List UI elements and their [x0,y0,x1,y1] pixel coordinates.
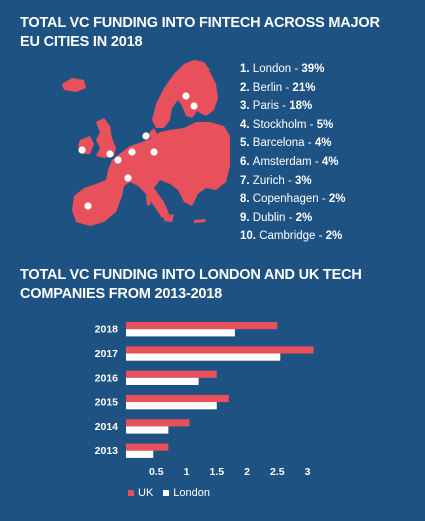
city-item: 5. Barcelona - 4% [240,134,346,153]
city-name: Stockholm - [252,118,317,131]
x-tick-label: 3 [305,466,311,478]
legend-swatch-london [163,490,170,496]
y-tick-label: 2016 [95,372,119,384]
london-marker [106,150,114,158]
bar-uk [126,419,190,427]
city-rank: 6. [240,155,253,168]
map-mainland [72,122,230,226]
city-share: 2% [295,211,313,224]
bar-london [126,450,154,458]
city-share: 21% [292,81,316,94]
paris-marker [114,156,122,164]
city-name: Berlin - [252,81,293,94]
cambridge-marker [182,92,190,100]
berlin-marker [150,148,158,156]
city-item: 6. Amsterdam - 4% [240,153,346,172]
map-sicily [164,214,174,222]
y-tick-label: 2015 [95,397,119,409]
x-tick-label: 1 [184,466,190,478]
city-rank: 1. [240,63,253,75]
city-item: 3. Paris - 18% [240,97,346,116]
city-share: 3% [294,174,312,187]
bar-london [126,402,217,410]
city-rank: 3. [240,100,253,113]
bar-uk [126,394,229,403]
city-item: 9. Dublin - 2% [240,209,346,228]
city-item: 4. Stockholm - 5% [240,116,346,135]
zurich-marker [124,174,132,182]
legend-item-london: London [163,487,210,499]
city-share: 2% [325,230,343,243]
bar-uk [126,370,217,378]
x-tick-label: 0.5 [149,466,164,478]
city-name: Barcelona - [252,137,315,150]
bar-london [126,377,199,385]
map-crete [194,219,206,223]
city-item: 1. London - 39% [240,60,346,79]
city-name: London - [252,63,302,75]
y-tick-label: 2013 [95,445,119,457]
map-finland [192,70,218,116]
city-markers [78,92,198,210]
city-share: 39% [301,63,325,75]
city-name: Zurich - [252,174,295,187]
map-chart-title: TOTAL VC FUNDING INTO FINTECH ACROSS MAJ… [20,15,380,50]
y-tick-label: 2018 [95,324,119,336]
city-share: 4% [314,137,332,150]
city-rank: 2. [240,81,253,94]
city-rank: 10. [240,230,260,243]
city-item: 2. Berlin - 21% [240,79,346,98]
legend-label-london: London [173,487,210,499]
legend-swatch-uk [128,490,134,496]
bar-london [126,329,235,337]
map-britain [96,118,116,158]
x-tick-label: 2 [244,466,250,478]
city-item: 8. Copenhagen - 2% [240,190,346,209]
city-name: Copenhagen - [252,193,329,206]
city-rank: 5. [240,137,253,150]
europe-landmass [62,60,230,226]
x-tick-label: 2.5 [270,466,285,478]
city-share: 5% [316,118,334,131]
copenhagen-marker [142,132,150,140]
dublin-marker [78,146,86,154]
city-name: Paris - [252,100,290,113]
bar-london [126,353,281,361]
city-item: 10. Cambridge - 2% [240,227,346,246]
map-denmark [148,128,158,142]
city-rank: 9. [240,211,253,224]
city-name: Dublin - [252,211,296,224]
legend-item-uk: UK [128,487,153,499]
map-sardinia [146,194,151,206]
chart-legend: UK London [128,487,220,499]
europe-map [62,60,230,226]
city-rank: 7. [240,174,253,187]
city-name: Amsterdam - [252,155,322,168]
bar-chart-title: TOTAL VC FUNDING INTO LONDON AND UK TECH… [20,267,362,302]
funding-bar-chart: 2018 2017 2016 2015 2014 2013 0.5 1 1.5 2 2.5 3 [95,322,314,478]
bar-london [126,426,169,434]
city-share: 2% [328,193,346,206]
barcelona-marker [84,202,92,210]
legend-label-uk: UK [138,487,154,499]
city-ranking-list: 1. London - 39% 2. Berlin - 21% 3. Paris -… [240,60,346,246]
bar-uk [126,322,278,330]
city-rank: 4. [240,118,253,131]
city-rank: 8. [240,193,253,206]
stockholm-marker [190,102,198,110]
city-item: 7. Zurich - 3% [240,172,346,191]
y-tick-label: 2017 [95,348,119,360]
city-name: Cambridge - [259,230,326,243]
x-tick-label: 1.5 [209,466,224,478]
y-tick-label: 2014 [95,421,119,433]
map-iceland [62,78,86,92]
bar-uk [126,346,314,354]
bar-uk [126,443,169,451]
city-share: 18% [289,100,313,113]
amsterdam-marker [128,148,136,156]
city-share: 4% [321,155,339,168]
